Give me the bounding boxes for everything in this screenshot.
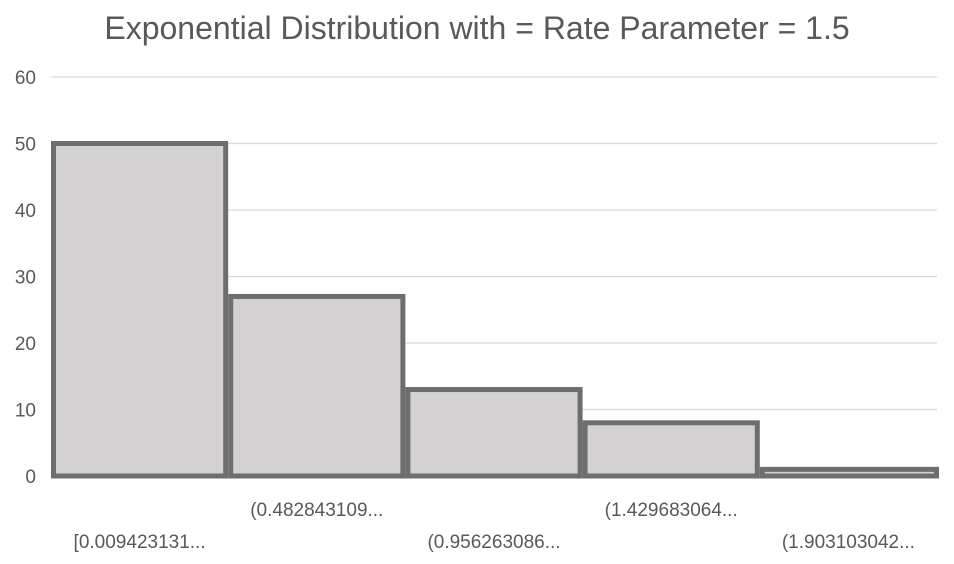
x-tick-label: [0.009423131... xyxy=(74,532,206,553)
y-tick-label: 10 xyxy=(15,401,36,422)
histogram-bar xyxy=(582,420,760,479)
y-tick-label: 30 xyxy=(15,268,36,289)
y-tick-label: 40 xyxy=(15,201,36,222)
y-tick-label: 20 xyxy=(15,334,36,355)
y-tick-label: 50 xyxy=(15,135,36,156)
bars xyxy=(51,141,939,479)
x-tick-label: (1.903103042... xyxy=(782,532,915,553)
x-axis-tick-labels: [0.009423131... (0.482843109... (0.9562630… xyxy=(74,500,915,553)
y-tick-label: 60 xyxy=(15,68,36,89)
x-tick-label: (1.429683064... xyxy=(605,500,738,521)
x-tick-label: (0.482843109... xyxy=(250,500,383,521)
histogram-bar xyxy=(759,466,939,479)
histogram-bar xyxy=(405,387,583,479)
y-tick-label: 0 xyxy=(25,467,36,488)
x-tick-label: (0.956263086... xyxy=(427,532,560,553)
histogram-bar xyxy=(51,141,229,479)
chart-title: Exponential Distribution with = Rate Par… xyxy=(104,10,850,46)
y-axis-tick-labels: 0 10 20 30 40 50 60 xyxy=(15,68,36,488)
histogram-bar xyxy=(228,293,406,479)
